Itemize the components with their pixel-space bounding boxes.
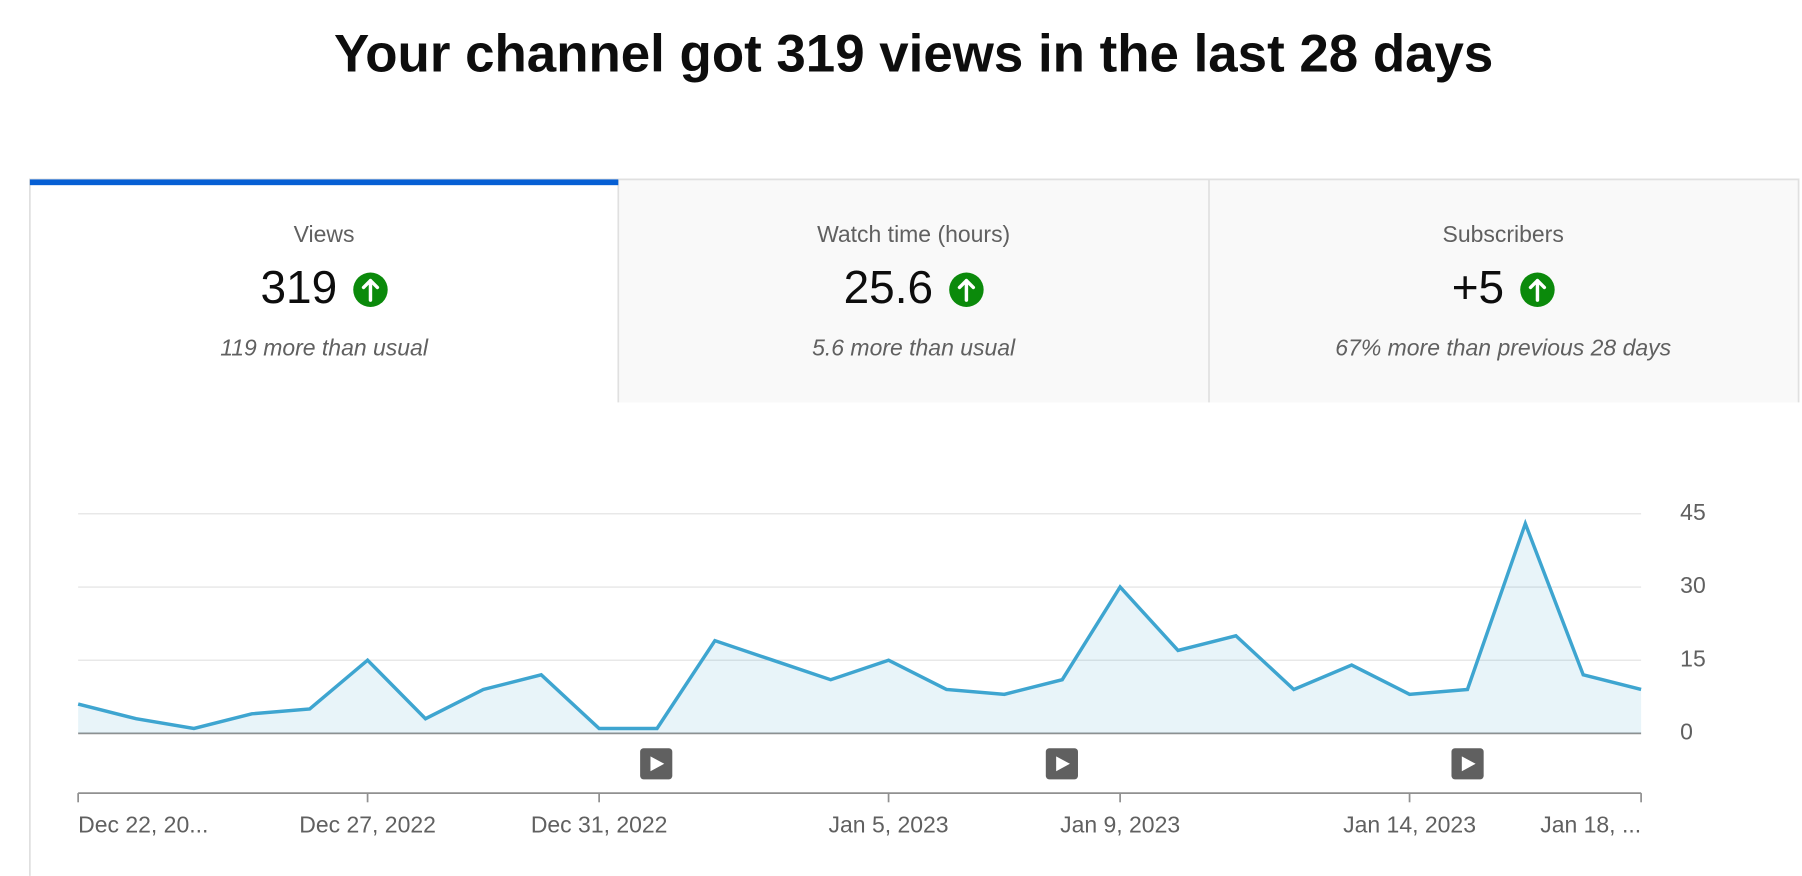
y-tick-label: 30 xyxy=(1680,572,1706,598)
tab-value: 319 xyxy=(260,261,337,313)
page-title: Your channel got 319 views in the last 2… xyxy=(334,25,1493,84)
active-tab-indicator xyxy=(29,179,619,186)
y-tick-label: 0 xyxy=(1680,718,1693,744)
x-tick-label: Jan 14, 2023 xyxy=(1343,812,1476,838)
tab-note: 67% more than previous 28 days xyxy=(1335,335,1671,361)
y-tick-label: 45 xyxy=(1680,499,1706,525)
x-tick-label: Jan 18, ... xyxy=(1540,812,1641,838)
tab-background[interactable] xyxy=(29,179,619,403)
x-tick-label: Dec 27, 2022 xyxy=(299,812,436,838)
tab-label: Watch time (hours) xyxy=(817,221,1010,247)
tab-background[interactable] xyxy=(1208,179,1799,403)
video-marker[interactable] xyxy=(1451,748,1484,780)
tab-value: +5 xyxy=(1452,261,1504,313)
y-tick-label: 15 xyxy=(1680,645,1706,671)
trend-up-arrow xyxy=(361,278,380,302)
x-tick-label: Dec 22, 20... xyxy=(78,812,208,838)
x-tick-label: Jan 5, 2023 xyxy=(829,812,949,838)
tab-note: 5.6 more than usual xyxy=(812,335,1016,361)
tab-note: 119 more than usual xyxy=(220,335,429,361)
area-fill xyxy=(78,523,1642,734)
tab-background[interactable] xyxy=(618,179,1209,403)
line xyxy=(77,518,1642,731)
video-marker[interactable] xyxy=(640,748,673,780)
tab-value: 25.6 xyxy=(844,261,933,313)
x-tick-label: Dec 31, 2022 xyxy=(531,812,668,838)
video-marker[interactable] xyxy=(1045,748,1078,780)
trend-up-arrow xyxy=(1528,278,1547,302)
tab-label: Subscribers xyxy=(1443,221,1564,247)
tab-label: Views xyxy=(294,221,355,247)
card-border xyxy=(29,178,1800,876)
trend-up-arrow xyxy=(957,278,976,302)
x-tick-label: Jan 9, 2023 xyxy=(1060,812,1180,838)
